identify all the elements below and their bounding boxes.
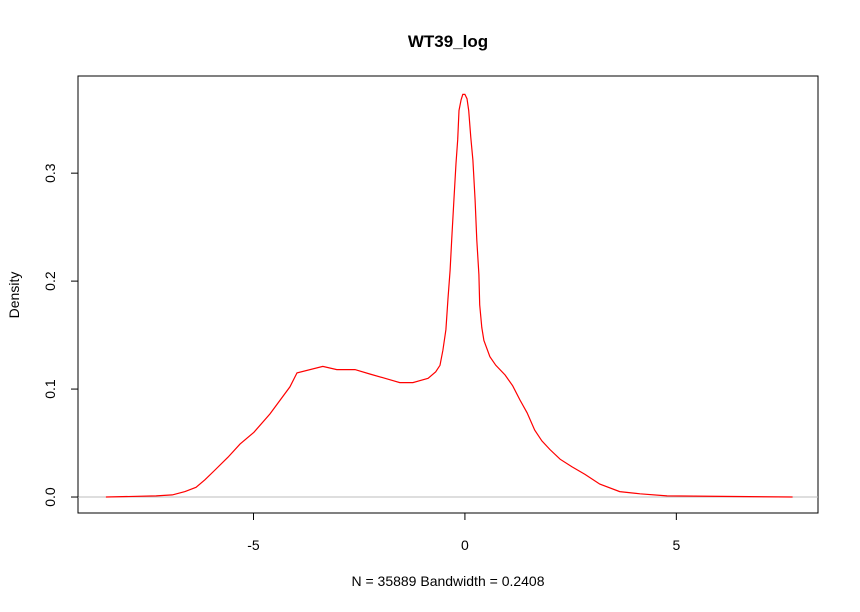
density-curve <box>105 93 793 498</box>
x-tick-label: 5 <box>672 537 680 553</box>
y-axis: 0.0 0.1 0.2 0.3 <box>42 163 79 507</box>
x-tick-label: 0 <box>461 537 469 553</box>
y-axis-label: Density <box>6 272 22 319</box>
chart-title: WT39_log <box>408 32 488 51</box>
y-tick-label: 0.2 <box>42 271 58 291</box>
y-tick-label: 0.3 <box>42 163 58 183</box>
x-tick-label: -5 <box>247 537 260 553</box>
x-axis-label: N = 35889 Bandwidth = 0.2408 <box>351 573 544 589</box>
y-tick-label: 0.0 <box>42 487 58 507</box>
x-axis: -5 0 5 <box>247 512 680 553</box>
y-tick-label: 0.1 <box>42 379 58 399</box>
